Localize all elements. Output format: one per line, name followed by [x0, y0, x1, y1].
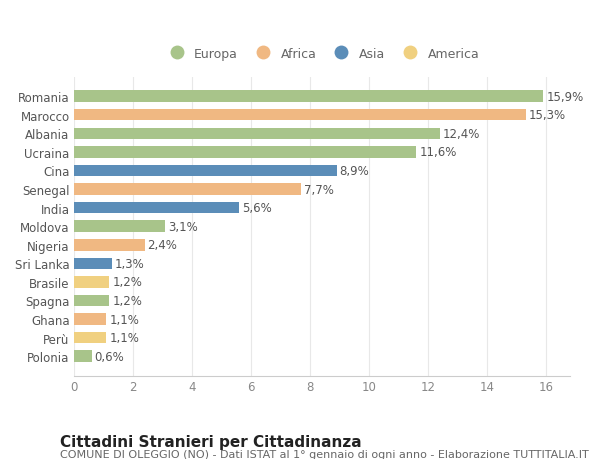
- Text: 15,9%: 15,9%: [546, 90, 584, 103]
- Bar: [74, 313, 106, 325]
- Text: 2,4%: 2,4%: [148, 239, 178, 252]
- Text: 3,1%: 3,1%: [168, 220, 198, 233]
- Text: 1,1%: 1,1%: [109, 331, 139, 344]
- Text: 15,3%: 15,3%: [529, 109, 566, 122]
- Text: 11,6%: 11,6%: [419, 146, 457, 159]
- Text: 1,3%: 1,3%: [115, 257, 145, 270]
- Bar: [74, 332, 106, 344]
- Bar: [74, 221, 166, 232]
- Text: 5,6%: 5,6%: [242, 202, 272, 215]
- Bar: [74, 351, 92, 362]
- Bar: [74, 147, 416, 158]
- Bar: [74, 240, 145, 251]
- Bar: [74, 128, 440, 140]
- Bar: [74, 165, 337, 177]
- Text: 8,9%: 8,9%: [340, 165, 370, 178]
- Text: 12,4%: 12,4%: [443, 128, 480, 140]
- Bar: [74, 110, 526, 121]
- Text: Cittadini Stranieri per Cittadinanza: Cittadini Stranieri per Cittadinanza: [60, 434, 362, 449]
- Text: 1,1%: 1,1%: [109, 313, 139, 326]
- Bar: [74, 91, 544, 103]
- Bar: [74, 276, 109, 288]
- Bar: [74, 202, 239, 214]
- Text: 7,7%: 7,7%: [304, 183, 334, 196]
- Text: COMUNE DI OLEGGIO (NO) - Dati ISTAT al 1° gennaio di ogni anno - Elaborazione TU: COMUNE DI OLEGGIO (NO) - Dati ISTAT al 1…: [60, 449, 589, 459]
- Text: 0,6%: 0,6%: [94, 350, 124, 363]
- Bar: [74, 295, 109, 307]
- Text: 1,2%: 1,2%: [112, 294, 142, 308]
- Text: 1,2%: 1,2%: [112, 276, 142, 289]
- Legend: Europa, Africa, Asia, America: Europa, Africa, Asia, America: [162, 45, 482, 63]
- Bar: [74, 258, 112, 269]
- Bar: [74, 184, 301, 196]
